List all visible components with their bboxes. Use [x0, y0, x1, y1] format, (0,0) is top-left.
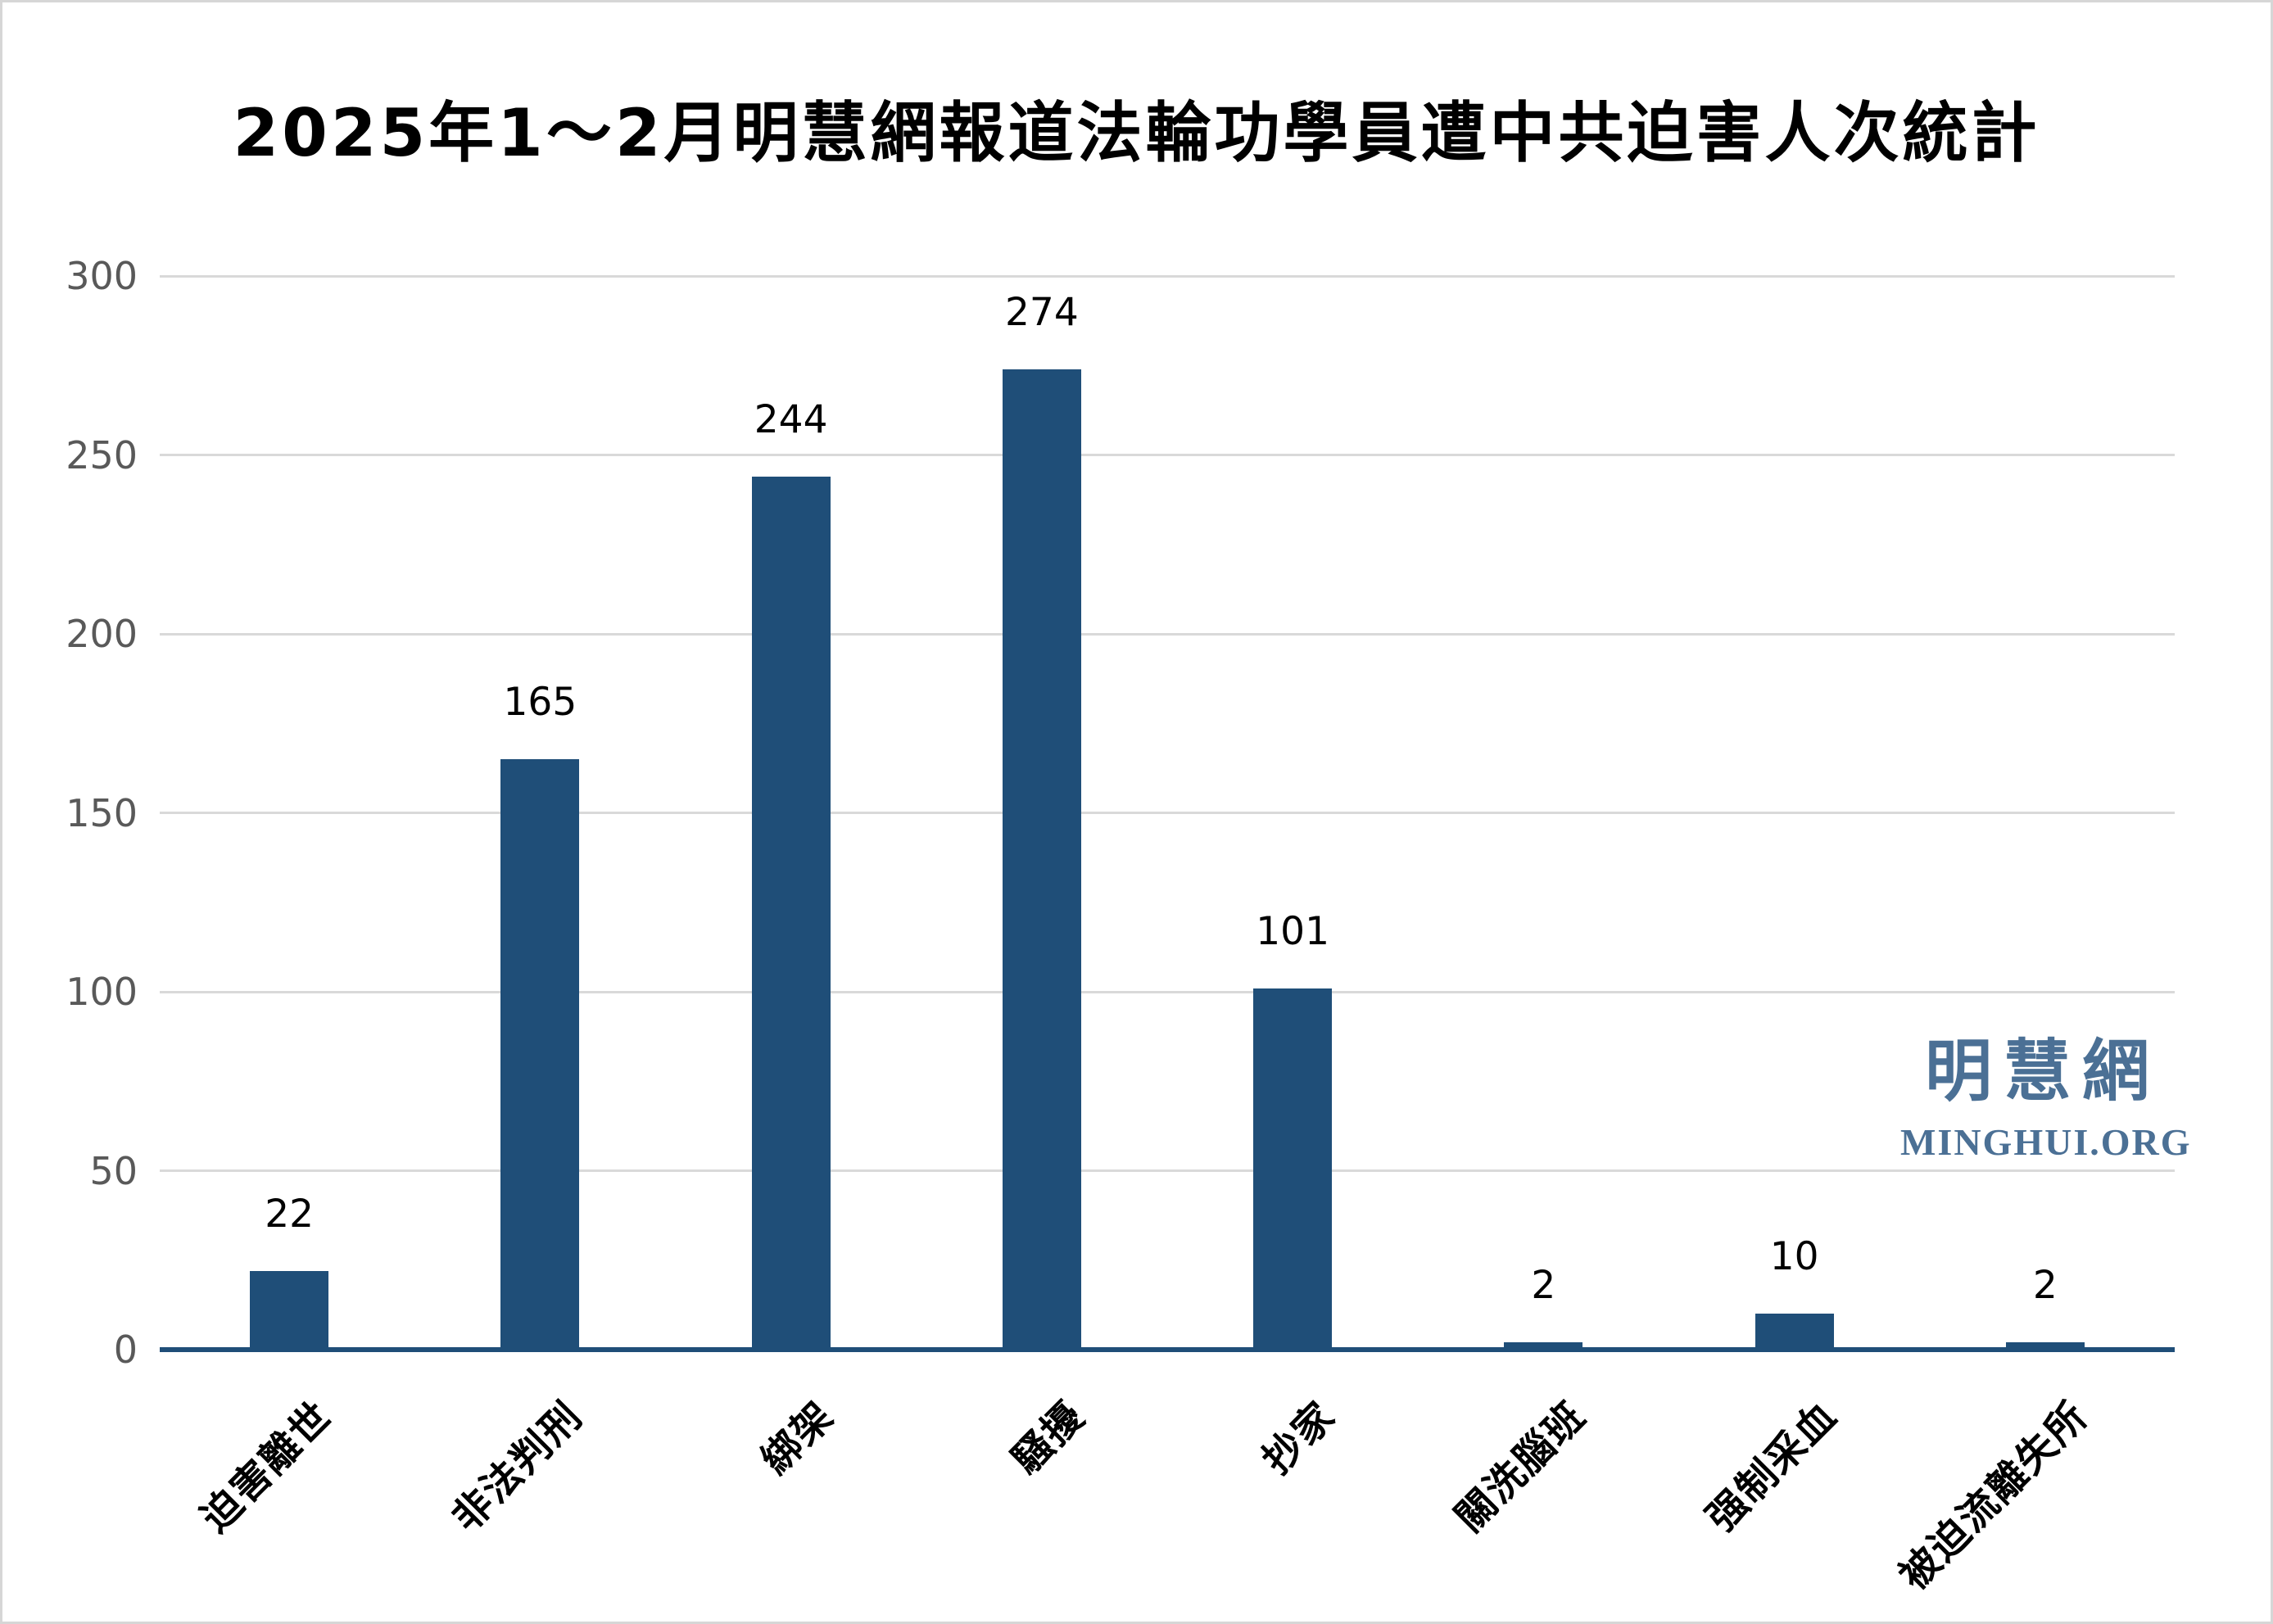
y-tick-label: 0 — [113, 1328, 138, 1372]
gridline — [160, 1169, 2175, 1172]
minghui-logo-cjk: 明慧網 — [1924, 1033, 2161, 1111]
x-category-label: 騷擾 — [1003, 1392, 1093, 1483]
bar — [1002, 369, 1081, 1352]
gridline — [160, 454, 2175, 456]
bar — [1253, 988, 1333, 1352]
minghui-watermark: 明慧網 MINGHUI.ORG — [1900, 1038, 2192, 1163]
bar-value-label: 274 — [1005, 289, 1079, 335]
bar-value-label: 2 — [2032, 1263, 2058, 1309]
bar — [500, 758, 580, 1352]
bar-value-label: 165 — [503, 679, 577, 725]
chart-title: 2025年1～2月明慧網報道法輪功學員遭中共迫害人次統計 — [233, 95, 2040, 171]
gridline — [160, 812, 2175, 814]
y-tick-label: 300 — [66, 254, 138, 298]
bar — [1504, 1342, 1583, 1352]
bar — [1755, 1314, 1834, 1352]
x-category-label: 强制采血 — [1697, 1392, 1846, 1541]
gridline — [160, 990, 2175, 993]
y-tick-label: 150 — [66, 790, 138, 835]
bar-value-label: 101 — [1256, 908, 1329, 954]
y-tick-label: 250 — [66, 432, 138, 477]
x-category-label: 抄家 — [1253, 1392, 1345, 1483]
bar-value-label: 2 — [1531, 1263, 1556, 1309]
y-tick-label: 50 — [89, 1148, 138, 1193]
bar — [250, 1270, 329, 1352]
y-tick-label: 100 — [66, 970, 138, 1014]
x-category-label: 被迫流離失所 — [1890, 1392, 2097, 1599]
x-category-label: 綁架 — [752, 1392, 843, 1483]
minghui-logo-url: MINGHUI.ORG — [1900, 1121, 2192, 1163]
y-tick-label: 200 — [66, 612, 138, 656]
bar-value-label: 244 — [754, 396, 828, 442]
bar — [751, 476, 831, 1352]
gridline — [160, 274, 2175, 278]
x-category-label: 關洗腦班 — [1447, 1392, 1596, 1541]
bar — [2005, 1342, 2085, 1352]
bar-value-label: 22 — [265, 1191, 315, 1237]
x-category-label: 非法判刑 — [443, 1392, 592, 1541]
x-axis-line — [160, 1347, 2175, 1352]
bar-value-label: 10 — [1769, 1234, 1819, 1280]
gridline — [160, 632, 2175, 636]
x-category-label: 迫害離世 — [192, 1392, 342, 1541]
